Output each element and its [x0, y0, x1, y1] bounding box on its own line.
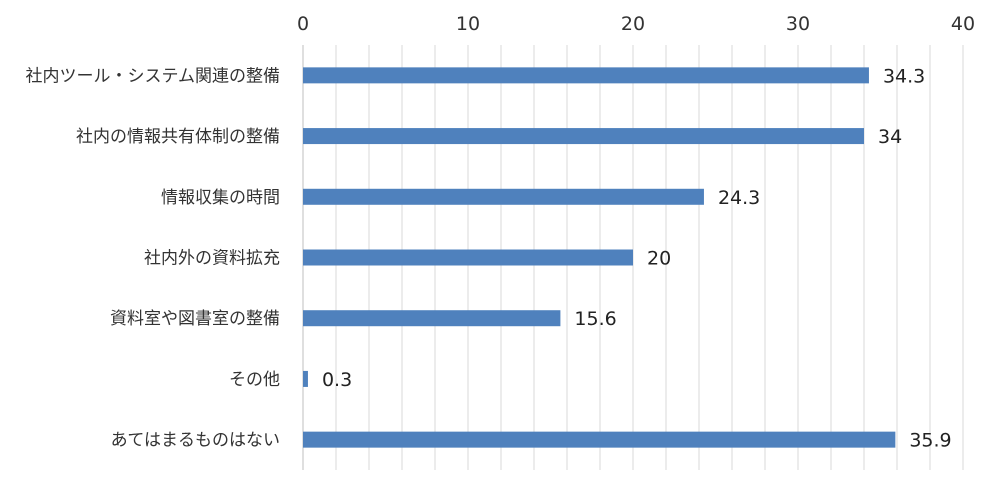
category-labels: 社内ツール・システム関連の整備社内の情報共有体制の整備情報収集の時間社内外の資料… [26, 66, 281, 450]
category-label: 社内外の資料拡充 [144, 249, 280, 269]
category-label: 社内の情報共有体制の整備 [76, 127, 280, 147]
value-label: 20 [647, 248, 671, 270]
bar [303, 370, 308, 387]
value-label: 34 [878, 126, 902, 148]
category-label: その他 [229, 370, 280, 390]
value-label: 35.9 [909, 430, 951, 452]
x-tick-label: 20 [621, 13, 645, 35]
value-label: 15.6 [574, 308, 616, 330]
x-tick-label: 10 [456, 13, 480, 35]
bar [303, 310, 561, 327]
value-label: 0.3 [322, 369, 352, 391]
gridlines [335, 45, 964, 470]
value-label: 24.3 [718, 187, 760, 209]
category-label: 資料室や図書室の整備 [110, 309, 280, 329]
bars [303, 67, 896, 448]
value-label: 34.3 [883, 65, 925, 87]
bar [303, 431, 896, 448]
category-label: 社内ツール・システム関連の整備 [26, 66, 281, 86]
x-tick-label: 40 [951, 13, 975, 35]
category-label: 情報収集の時間 [161, 188, 280, 208]
category-label: あてはまるものはない [111, 431, 280, 451]
x-tick-label: 0 [297, 13, 309, 35]
bar [303, 128, 864, 145]
x-tick-label: 30 [786, 13, 810, 35]
bar [303, 188, 704, 205]
bar [303, 67, 869, 84]
x-axis-tick-labels: 0 10 20 30 40 [297, 13, 975, 35]
value-labels: 34.3 34 24.3 20 15.6 0.3 35.9 [322, 65, 952, 451]
bar [303, 249, 633, 266]
